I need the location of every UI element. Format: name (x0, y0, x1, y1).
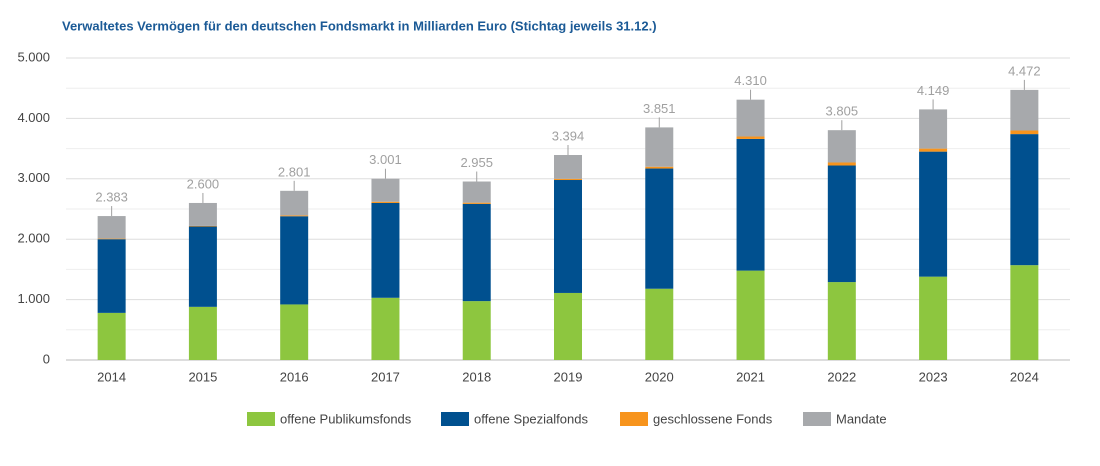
bar-segment (371, 178, 400, 202)
bar-segment (919, 151, 948, 277)
bar-segment (371, 201, 400, 203)
bar-segment (645, 168, 674, 289)
bar-segment (919, 109, 948, 149)
y-tick-label: 1.000 (17, 291, 50, 306)
bar-segment (1010, 134, 1039, 266)
bar-segment (97, 312, 126, 360)
legend-label: geschlossene Fonds (653, 411, 773, 426)
x-tick-label: 2019 (554, 369, 583, 384)
bar-segment (736, 99, 765, 137)
bar-segment (1010, 89, 1039, 131)
bar-segment (97, 238, 126, 240)
total-label: 2.600 (187, 176, 220, 191)
x-tick-label: 2015 (188, 369, 217, 384)
legend-label: offene Publikumsfonds (280, 411, 412, 426)
y-tick-label: 3.000 (17, 170, 50, 185)
bar-segment (736, 270, 765, 360)
x-tick-label: 2022 (827, 369, 856, 384)
bar-segment (280, 215, 309, 217)
legend-label: offene Spezialfonds (474, 411, 588, 426)
chart-title: Verwaltetes Vermögen für den deutschen F… (62, 18, 657, 33)
bar-segment (919, 276, 948, 360)
bar-segment (554, 292, 582, 360)
bar-segment (736, 136, 765, 139)
bar-segment (554, 178, 582, 181)
bar-segment (462, 202, 491, 204)
total-label: 2.383 (95, 190, 128, 205)
legend-swatch (620, 412, 648, 426)
bar-segment (645, 166, 674, 169)
y-tick-label: 5.000 (17, 49, 50, 64)
x-tick-label: 2023 (919, 369, 948, 384)
legend-label: Mandate (836, 411, 887, 426)
legend-swatch (441, 412, 469, 426)
bar-segment (827, 282, 856, 360)
bar-segment (554, 180, 582, 293)
bar-segment (280, 216, 309, 305)
bar-segment (827, 165, 856, 283)
x-tick-label: 2021 (736, 369, 765, 384)
bar-segment (188, 306, 217, 360)
x-tick-label: 2020 (645, 369, 674, 384)
bar-segment (188, 226, 217, 307)
bar-segment (462, 203, 491, 302)
bar-segment (280, 304, 309, 360)
total-label: 3.805 (826, 104, 859, 119)
y-tick-label: 2.000 (17, 231, 50, 246)
legend-swatch (803, 412, 831, 426)
bar-segment (462, 181, 491, 203)
x-tick-label: 2024 (1010, 369, 1039, 384)
bar-segment (827, 162, 856, 166)
total-label: 3.851 (643, 101, 676, 116)
bar-segment (188, 202, 217, 226)
total-label: 2.955 (460, 155, 493, 170)
y-tick-label: 0 (43, 351, 50, 366)
total-label: 3.394 (552, 128, 585, 143)
x-tick-label: 2016 (280, 369, 309, 384)
bar-segment (280, 190, 309, 216)
x-tick-label: 2017 (371, 369, 400, 384)
y-tick-label: 4.000 (17, 110, 50, 125)
bar-segment (1010, 130, 1039, 135)
bar-segment (462, 301, 491, 360)
x-tick-label: 2018 (462, 369, 491, 384)
bar-segment (736, 138, 765, 271)
total-label: 4.149 (917, 83, 950, 98)
bar-segment (645, 288, 674, 360)
bar-segment (97, 216, 126, 239)
total-label: 2.801 (278, 164, 311, 179)
total-label: 4.310 (734, 73, 767, 88)
total-label: 3.001 (369, 152, 402, 167)
bar-segment (827, 130, 856, 163)
bar-segment (188, 225, 217, 227)
bar-segment (97, 239, 126, 313)
bar-segment (554, 155, 582, 179)
total-label: 4.472 (1008, 63, 1041, 78)
bar-segment (371, 297, 400, 360)
bar-segment (371, 202, 400, 298)
x-tick-label: 2014 (97, 369, 126, 384)
bar-segment (1010, 265, 1039, 360)
bar-segment (645, 127, 674, 167)
bar-segment (919, 148, 948, 152)
legend-swatch (247, 412, 275, 426)
